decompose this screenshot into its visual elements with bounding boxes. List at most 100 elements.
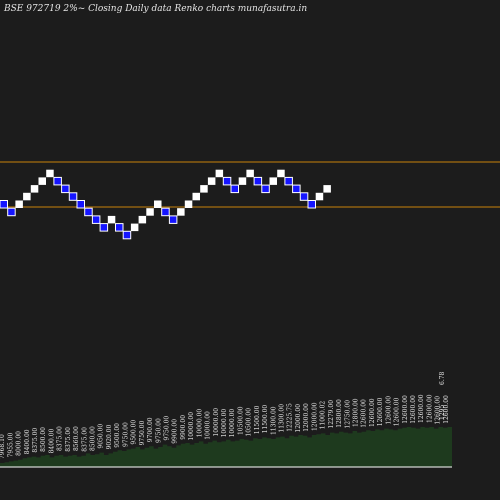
renko-brick-down (115, 223, 124, 232)
volume-label: 12600.00 (443, 395, 450, 424)
renko-brick-up (30, 185, 39, 193)
volume-label: 7968.10 (0, 434, 6, 459)
renko-brick-up (107, 215, 116, 224)
last-value-label: 6.78 (439, 371, 446, 385)
renko-brick-down (230, 184, 239, 194)
renko-brick-down (284, 176, 293, 186)
volume-label: 9750.00 (139, 420, 146, 445)
volume-label: 12600.00 (410, 395, 417, 424)
volume-label: 11300.00 (270, 406, 277, 435)
volume-label: 8400.00 (48, 428, 55, 453)
volume-label: 12600.00 (361, 399, 368, 428)
renko-brick-down (76, 200, 85, 209)
renko-brick-up (23, 192, 31, 201)
renko-bricks (0, 169, 331, 240)
renko-brick-down (292, 184, 301, 194)
volume-label: 10500.00 (237, 406, 244, 435)
volume-label: 10000.00 (196, 409, 203, 438)
renko-brick-down (161, 207, 170, 217)
volume-label: 12000.00 (303, 403, 310, 432)
volume-label: 9750.00 (163, 416, 170, 441)
volume-label: 11000.02 (320, 401, 327, 430)
volume-label: 12600.00 (418, 394, 425, 423)
volume-label: 10000.00 (221, 409, 228, 438)
volume-area-path (0, 427, 452, 467)
renko-brick-up (184, 200, 193, 208)
renko-brick-up (215, 169, 224, 178)
volume-label: 9500.00 (114, 423, 121, 448)
renko-brick-up (38, 177, 46, 185)
renko-brick-down (84, 207, 93, 217)
volume-label: 12800.00 (352, 398, 359, 427)
volume-label: 10000.00 (188, 412, 195, 441)
volume-label: 8375.00 (81, 427, 88, 452)
renko-brick-up (207, 177, 216, 185)
volume-label: 12600.00 (426, 394, 433, 423)
volume-label: 9020.00 (106, 424, 113, 449)
volume-label: 12800.00 (336, 399, 343, 428)
renko-brick-up (154, 200, 162, 208)
renko-brick-up (246, 169, 254, 178)
volume-label: 8400.00 (24, 429, 31, 454)
renko-brick-up (315, 192, 324, 201)
volume-label: 8500.00 (40, 427, 47, 452)
renko-brick-up (269, 177, 277, 185)
renko-brick-up (238, 177, 247, 185)
volume-label: 10000.00 (229, 409, 236, 438)
volume-label: 12600.00 (377, 397, 384, 426)
volume-label: 10000.00 (205, 411, 212, 440)
volume-label: 12225.75 (287, 403, 294, 432)
renko-brick-down (53, 176, 62, 186)
volume-label: 9700.00 (147, 417, 154, 442)
volume-label: 9900.00 (172, 419, 179, 444)
renko-brick-down (99, 223, 109, 232)
renko-brick-up (192, 192, 200, 201)
renko-brick-down (61, 184, 70, 194)
volume-label: 9750.00 (155, 418, 162, 443)
renko-brick-up (15, 200, 23, 208)
renko-brick-up (200, 185, 208, 193)
volume-label: 12750.00 (344, 400, 351, 429)
volume-label: 12600.00 (369, 398, 376, 427)
volume-label: 8000.00 (16, 431, 23, 456)
renko-brick-down (122, 230, 132, 240)
volume-label: 11500.00 (262, 405, 269, 434)
last-value-label: 1295 (439, 405, 446, 420)
volume-label: 10500.00 (246, 408, 253, 437)
renko-brick-up (277, 169, 285, 178)
volume-label: 12600.00 (402, 395, 409, 424)
renko-brick-down (299, 192, 309, 201)
volume-label: 12600.00 (394, 397, 401, 426)
volume-label: 12000.00 (311, 402, 318, 431)
volume-label: 12000.00 (295, 404, 302, 433)
volume-label: 8375.00 (57, 426, 64, 451)
volume-label: 9050.00 (98, 424, 105, 449)
renko-brick-down (222, 176, 232, 186)
renko-brick-down (0, 200, 8, 209)
renko-brick-down (261, 184, 270, 194)
renko-brick-up (46, 169, 54, 178)
volume-label: 11300.00 (279, 404, 286, 433)
volume-label: 8375.00 (32, 428, 39, 453)
renko-brick-down (307, 200, 316, 209)
renko-brick-up (177, 208, 185, 216)
renko-brick-up (130, 223, 139, 232)
renko-brick-down (168, 215, 178, 224)
volume-label: 8500.00 (90, 426, 97, 451)
volume-label: 9750.00 (122, 422, 129, 447)
chart-title: BSE 972719 2%~ Closing Daily data Renko … (3, 4, 307, 14)
volume-label: 8375.00 (65, 427, 72, 452)
volume-label: 9900.00 (180, 415, 187, 440)
volume-label: 12600.00 (435, 396, 442, 425)
volume-label: 10000.00 (213, 408, 220, 437)
volume-label: 12600.00 (385, 396, 392, 425)
renko-brick-down (7, 207, 16, 217)
volume-label: 9500.00 (131, 420, 138, 445)
volume-label: 11500.00 (254, 405, 261, 434)
volume-label: 7955.00 (7, 432, 14, 457)
renko-brick-down (91, 215, 101, 224)
renko-brick-up (146, 208, 154, 216)
volume-label: 12279.00 (328, 400, 335, 429)
